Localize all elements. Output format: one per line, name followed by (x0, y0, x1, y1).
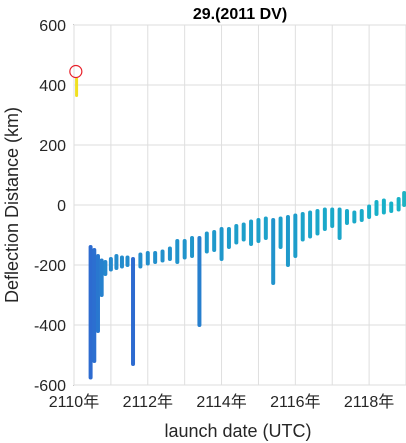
x-tick-label: 2114年 (196, 393, 246, 411)
data-bands (69, 64, 406, 380)
y-tick-label: 600 (39, 18, 66, 35)
x-tick-label: 2112年 (123, 393, 173, 411)
y-tick-label: -400 (34, 318, 66, 335)
chart-title: 29.(2011 DV) (193, 6, 287, 23)
x-tick-label: 2110年 (49, 393, 99, 411)
y-tick-label: 0 (57, 198, 66, 215)
y-tick-label: 400 (39, 78, 66, 95)
y-axis-label: Deflection Distance (km) (2, 107, 22, 303)
y-tick-label: -600 (34, 378, 66, 395)
x-tick-label: 2116年 (270, 393, 320, 411)
y-tick-label: -200 (34, 258, 66, 275)
highlight-marker (69, 64, 83, 79)
x-axis-label: launch date (UTC) (164, 421, 311, 441)
x-tick-label: 2118年 (344, 393, 394, 411)
grid (73, 24, 406, 386)
y-tick-label: 200 (39, 138, 66, 155)
